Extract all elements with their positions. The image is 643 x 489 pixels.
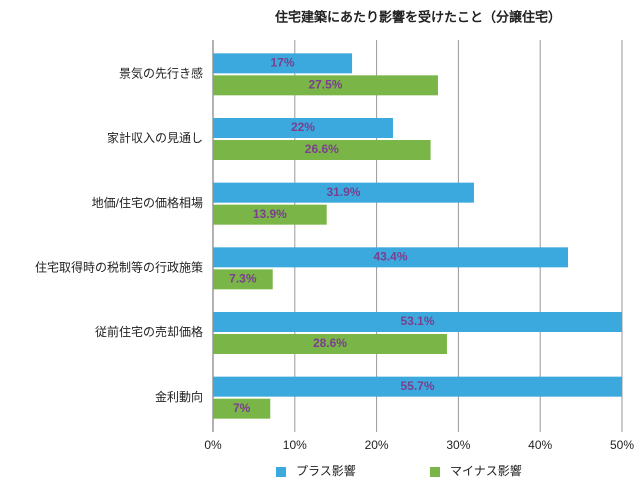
y-tick-label: 地価/住宅の価格相場 bbox=[92, 195, 203, 210]
value-label: 43.4% bbox=[373, 250, 407, 264]
x-tick-label: 20% bbox=[365, 438, 389, 452]
value-label: 7.3% bbox=[229, 272, 257, 286]
bar bbox=[213, 247, 569, 268]
bar bbox=[213, 312, 622, 332]
x-tick-label: 30% bbox=[446, 438, 470, 452]
bar bbox=[213, 182, 474, 203]
y-tick-label: 景気の先行き感 bbox=[119, 66, 203, 81]
value-label: 17% bbox=[271, 56, 295, 70]
x-tick-label: 0% bbox=[204, 438, 222, 452]
legend-swatch bbox=[276, 467, 286, 477]
bar bbox=[213, 398, 271, 419]
value-label: 53.1% bbox=[400, 314, 434, 328]
y-tick-label: 家計収入の見通し bbox=[107, 130, 203, 145]
bar bbox=[213, 334, 447, 354]
value-label: 7% bbox=[233, 401, 251, 415]
value-label: 31.9% bbox=[326, 185, 360, 199]
bar bbox=[213, 75, 438, 96]
value-label: 26.6% bbox=[305, 142, 339, 156]
x-tick-label: 10% bbox=[283, 438, 307, 452]
bar bbox=[213, 376, 622, 397]
legend-label: プラス影響 bbox=[296, 463, 356, 478]
y-tick-label: 住宅取得時の税制等の行政施策 bbox=[35, 260, 203, 275]
bar bbox=[213, 140, 431, 160]
x-tick-label: 40% bbox=[528, 438, 552, 452]
chart-title: 住宅建築にあたり影響を受けたこと（分譲住宅） bbox=[275, 9, 561, 24]
x-tick-label: 50% bbox=[610, 438, 634, 452]
value-label: 22% bbox=[291, 120, 315, 134]
bar bbox=[213, 53, 353, 74]
bar bbox=[213, 204, 327, 225]
bar bbox=[213, 269, 273, 290]
value-label: 28.6% bbox=[313, 336, 347, 350]
legend-label: マイナス影響 bbox=[450, 463, 522, 478]
y-tick-label: 金利動向 bbox=[155, 389, 203, 404]
y-tick-label: 従前住宅の売却価格 bbox=[95, 324, 203, 339]
bar bbox=[213, 118, 393, 138]
value-label: 27.5% bbox=[308, 78, 342, 92]
value-label: 55.7% bbox=[400, 379, 434, 393]
legend-swatch bbox=[430, 467, 440, 477]
value-label: 13.9% bbox=[253, 207, 287, 221]
